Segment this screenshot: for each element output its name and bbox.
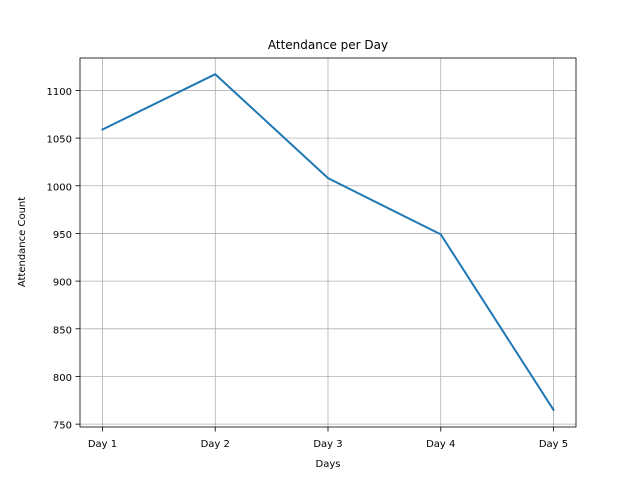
series-line <box>101 73 555 412</box>
axis-ticks: Day 1 Day 2 Day 3 Day 4 Day 5 750 800 850 900 950… <box>47 87 569 450</box>
y-axis-title: Attendance Count <box>17 197 28 287</box>
y-tick-label: 900 <box>53 278 72 289</box>
chart-title: Attendance per Day <box>268 38 388 52</box>
y-tick-label: 950 <box>53 230 72 241</box>
x-tick-label: Day 2 <box>201 439 230 450</box>
x-tick-label: Day 3 <box>313 439 342 450</box>
y-tick-label: 750 <box>53 421 72 432</box>
x-axis-title: Days <box>316 459 341 470</box>
x-tick-label: Day 1 <box>88 439 117 450</box>
y-tick-label: 850 <box>53 325 72 336</box>
y-tick-label: 1100 <box>47 87 72 98</box>
x-tick-label: Day 5 <box>539 439 568 450</box>
series-layer <box>101 73 555 412</box>
grid <box>80 58 576 427</box>
y-tick-label: 1050 <box>47 135 72 146</box>
y-tick-label: 800 <box>53 373 72 384</box>
x-tick-label: Day 4 <box>426 439 455 450</box>
y-tick-label: 1000 <box>47 182 72 193</box>
